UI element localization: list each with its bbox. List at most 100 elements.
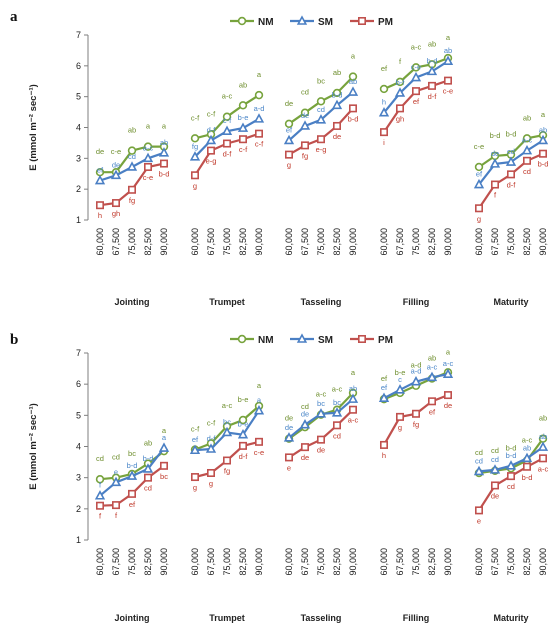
data-point-sm: [158, 442, 170, 452]
data-point-pm: [522, 462, 531, 471]
data-point-pm: [112, 501, 121, 510]
data-point-pm: [427, 81, 436, 90]
data-point-pm: [427, 397, 436, 406]
significance-label-pm: i: [383, 138, 385, 147]
significance-label-nm: a-c: [332, 385, 343, 394]
data-point-pm: [207, 468, 216, 477]
data-point-sm: [283, 432, 295, 442]
significance-label-nm: ef: [381, 374, 388, 383]
data-point-nm: [522, 134, 532, 143]
significance-label-nm: a: [351, 368, 356, 377]
significance-label-pm: ef: [413, 97, 420, 106]
data-point-sm: [442, 368, 454, 378]
significance-label-nm: c-e: [474, 142, 484, 151]
data-point-pm: [284, 453, 293, 462]
significance-label-sm: ab: [444, 46, 452, 55]
data-point-pm: [379, 128, 388, 137]
significance-label-pm: c-e: [254, 448, 264, 457]
significance-label-pm: g: [193, 483, 197, 492]
data-point-pm: [395, 104, 404, 113]
x-tick-label: 90,000: [159, 228, 169, 256]
x-tick-label: 90,000: [443, 228, 453, 256]
significance-label-pm: f: [99, 512, 102, 521]
data-point-pm: [443, 391, 452, 400]
data-point-nm: [238, 415, 248, 425]
group-label-filling: Filling: [403, 613, 430, 623]
data-point-pm: [522, 156, 531, 165]
significance-label-nm: a-c: [316, 390, 327, 399]
significance-label-nm: a-d: [411, 361, 422, 370]
significance-label-nm: c-f: [207, 418, 216, 427]
group-label-filling: Filling: [403, 297, 430, 307]
data-point-pm: [96, 201, 105, 210]
significance-label-nm: de: [285, 99, 293, 108]
significance-label-nm: a: [541, 110, 546, 119]
group-label-trumpet: Trumpet: [209, 613, 245, 623]
data-point-pm: [490, 481, 499, 490]
y-tick-label: 3: [76, 153, 81, 163]
data-point-sm: [299, 120, 311, 130]
data-point-pm: [112, 199, 121, 208]
significance-label-nm: a-c: [222, 401, 233, 410]
x-tick-label: 90,000: [538, 228, 548, 256]
x-tick-label: 82,500: [143, 228, 153, 256]
data-point-pm: [538, 454, 547, 463]
significance-label-pm: b-d: [159, 170, 170, 179]
significance-label-pm: gh: [112, 209, 120, 218]
significance-label-sm: a-d: [254, 104, 265, 113]
significance-label-pm: e: [477, 516, 481, 525]
x-tick-label: 67,500: [111, 228, 121, 256]
x-tick-label: 67,500: [300, 228, 310, 256]
significance-label-pm: e-g: [206, 157, 217, 166]
significance-label-pm: de: [333, 132, 341, 141]
data-point-nm: [190, 134, 200, 143]
data-point-nm: [284, 119, 294, 129]
data-point-sm: [205, 443, 217, 453]
significance-label-nm: a: [257, 70, 262, 79]
significance-label-sm: bc: [317, 399, 325, 408]
group-label-trumpet: Trumpet: [209, 297, 245, 307]
significance-label-nm: a-c: [411, 42, 422, 51]
significance-label-pm: g: [193, 181, 197, 190]
significance-label-nm: f: [399, 57, 402, 66]
data-point-sm: [394, 384, 406, 394]
significance-label-pm: c-e: [143, 173, 153, 182]
data-point-pm: [191, 473, 200, 482]
data-point-sm: [189, 151, 201, 161]
data-point-pm: [128, 489, 137, 498]
y-tick-label: 2: [76, 184, 81, 194]
x-tick-label: 60,000: [95, 228, 105, 256]
significance-label-sm: ab: [349, 384, 357, 393]
significance-label-sm: cd: [491, 455, 499, 464]
x-tick-label: 67,500: [490, 228, 500, 256]
x-tick-label: 60,000: [284, 548, 294, 576]
x-tick-label: 60,000: [190, 228, 200, 256]
significance-label-sm: de: [301, 111, 309, 120]
x-tick-label: 67,500: [490, 548, 500, 576]
legend-marker-pm: [357, 334, 366, 343]
significance-label-pm: g: [287, 161, 291, 170]
significance-label-sm: bc: [223, 417, 231, 426]
data-point-sm: [537, 441, 549, 451]
significance-label-pm: a-c: [538, 464, 549, 473]
significance-label-pm: d-f: [239, 452, 249, 461]
data-point-pm: [411, 409, 420, 418]
significance-label-sm: de: [301, 410, 309, 419]
data-point-nm: [348, 72, 358, 81]
y-tick-label: 6: [76, 61, 81, 71]
data-point-nm: [316, 97, 326, 106]
significance-label-pm: f: [494, 191, 497, 200]
significance-label-nm: cd: [491, 446, 499, 455]
significance-label-sm: a: [257, 396, 262, 405]
data-point-sm: [410, 375, 422, 386]
significance-label-sm: bc: [333, 398, 341, 407]
significance-label-nm: cd: [96, 454, 104, 463]
data-point-pm: [128, 185, 137, 194]
data-point-sm: [189, 444, 201, 455]
data-point-sm: [378, 107, 390, 117]
data-point-nm: [300, 108, 310, 117]
data-point-sm: [410, 71, 422, 82]
group-label-maturity: Maturity: [493, 613, 528, 623]
significance-label-sm: b-d: [332, 90, 343, 99]
significance-label-sm: ef: [381, 383, 388, 392]
